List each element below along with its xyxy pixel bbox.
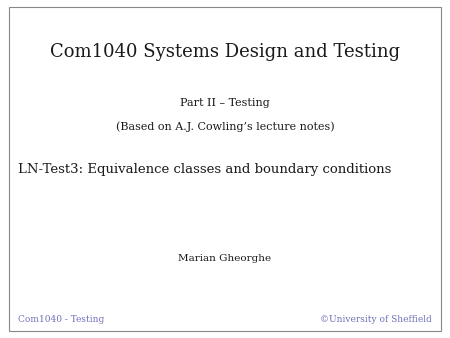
Text: Marian Gheorghe: Marian Gheorghe [179,254,271,263]
Text: ©University of Sheffield: ©University of Sheffield [320,315,432,324]
Text: Com1040 Systems Design and Testing: Com1040 Systems Design and Testing [50,43,400,62]
Text: Part II – Testing: Part II – Testing [180,98,270,108]
Text: (Based on A.J. Cowling’s lecture notes): (Based on A.J. Cowling’s lecture notes) [116,121,334,132]
Text: LN-Test3: Equivalence classes and boundary conditions: LN-Test3: Equivalence classes and bounda… [18,163,392,175]
Text: Com1040 - Testing: Com1040 - Testing [18,315,104,324]
